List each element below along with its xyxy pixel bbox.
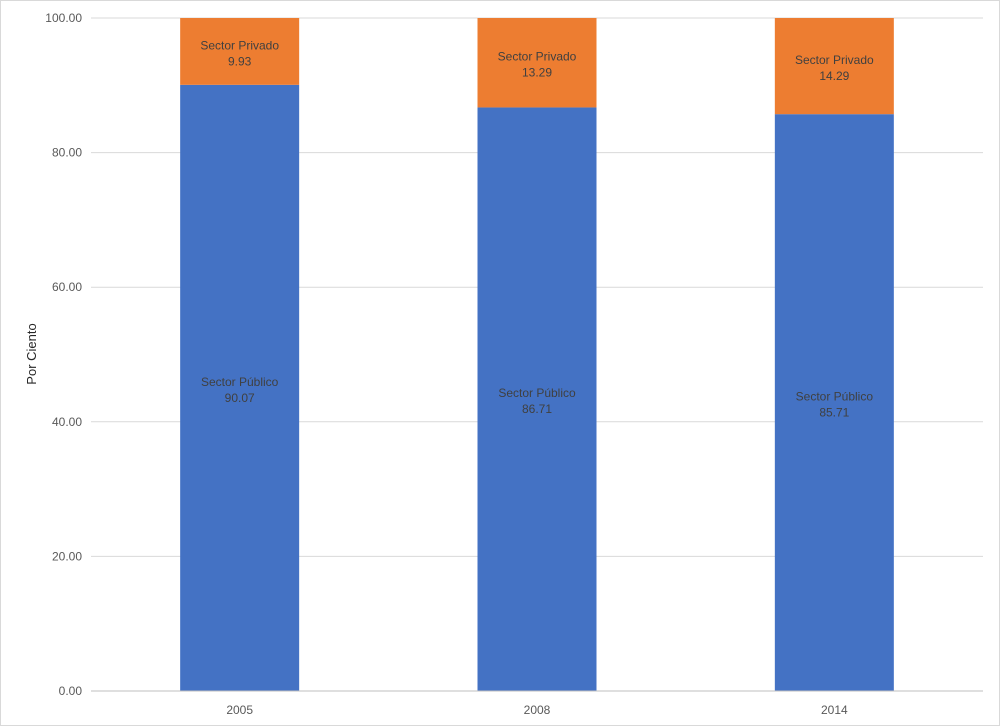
data-label-value: 14.29 (819, 69, 849, 83)
data-label-value: 86.71 (522, 402, 552, 416)
y-tick-label: 80.00 (52, 146, 82, 160)
y-tick-label: 20.00 (52, 549, 82, 563)
data-label-series: Sector Público (498, 386, 576, 400)
data-label-series: Sector Privado (795, 53, 874, 67)
y-tick-label: 40.00 (52, 415, 82, 429)
bar-segment-sector-privado (774, 18, 894, 115)
y-axis-title: Por Ciento (24, 323, 39, 384)
axes: 0.00 20.00 40.00 60.00 80.00 100.00 2005 2008 20… (45, 11, 983, 717)
bar-segment-sector-pblico (180, 84, 300, 691)
data-label-series: Sector Público (201, 375, 279, 389)
data-label-value: 9.93 (228, 54, 252, 68)
y-tick-label: 60.00 (52, 280, 82, 294)
data-label-series: Sector Público (796, 390, 874, 404)
y-tick-label: 100.00 (45, 11, 82, 25)
x-tick-label: 2005 (226, 703, 253, 717)
data-label-value: 85.71 (819, 406, 849, 420)
data-label-series: Sector Privado (200, 38, 279, 52)
bars (180, 18, 894, 692)
data-labels: Sector Público 90.07 Sector Privado 9.93 Sec… (200, 38, 874, 419)
bar-segment-sector-pblico (774, 114, 894, 692)
bar-segment-sector-privado (477, 18, 597, 108)
bar-segment-sector-privado (180, 18, 300, 85)
bar-segment-sector-pblico (477, 107, 597, 691)
data-label-value: 90.07 (225, 391, 255, 405)
data-label-series: Sector Privado (498, 50, 577, 64)
x-tick-label: 2014 (821, 703, 848, 717)
data-label-value: 13.29 (522, 66, 552, 80)
x-tick-label: 2008 (524, 703, 551, 717)
y-tick-label: 0.00 (59, 684, 83, 698)
